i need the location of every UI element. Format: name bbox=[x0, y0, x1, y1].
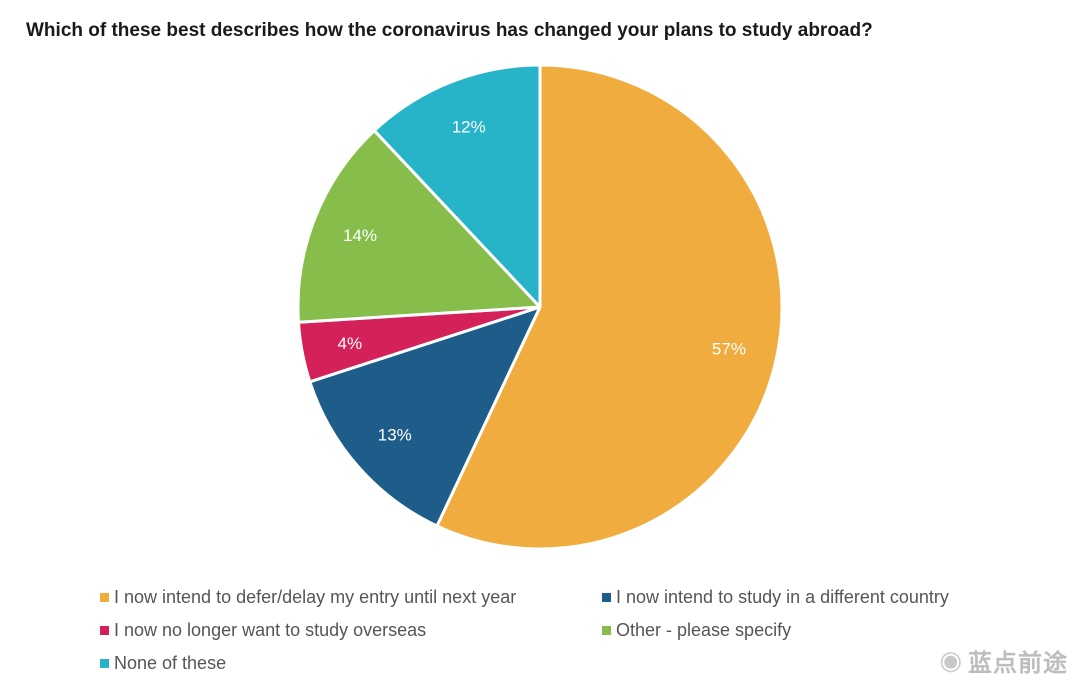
slice-none[interactable] bbox=[372, 63, 542, 309]
legend-swatch bbox=[100, 625, 109, 635]
slice-value-label: 4% bbox=[338, 334, 363, 353]
legend-item-other[interactable]: Other - please specify bbox=[602, 619, 1002, 641]
watermark-text: 蓝点前途 bbox=[968, 649, 1068, 677]
legend-label: Other - please specify bbox=[616, 619, 792, 640]
pie-labels: 57% 13% 4% 14% 12% bbox=[338, 117, 746, 444]
chart-title: Which of these best describes how the co… bbox=[26, 20, 873, 41]
slice-defer[interactable] bbox=[435, 63, 784, 551]
legend-label: I now intend to study in a different cou… bbox=[616, 586, 949, 607]
slice-value-label: 14% bbox=[343, 226, 377, 245]
legend-swatch bbox=[100, 658, 109, 668]
legend-label: I now no longer want to study overseas bbox=[114, 619, 427, 640]
legend-item-defer[interactable]: I now intend to defer/delay my entry unt… bbox=[100, 586, 602, 608]
legend-swatch bbox=[100, 592, 109, 602]
slice-value-label: 12% bbox=[452, 117, 486, 136]
legend-item-none[interactable]: None of these bbox=[100, 652, 602, 674]
weibo-icon: ◉ bbox=[939, 645, 962, 676]
chart-legend: I now intend to defer/delay my entry unt… bbox=[100, 586, 1020, 674]
pie-slices bbox=[296, 63, 784, 551]
legend-item-different-country[interactable]: I now intend to study in a different cou… bbox=[602, 586, 1002, 608]
legend-label: None of these bbox=[114, 652, 227, 673]
slice-value-label: 57% bbox=[712, 340, 746, 359]
slice-other[interactable] bbox=[296, 129, 542, 324]
legend-swatch bbox=[602, 625, 611, 635]
slice-value-label: 13% bbox=[378, 426, 412, 445]
slice-different-country[interactable] bbox=[308, 305, 542, 528]
legend-swatch bbox=[602, 592, 611, 602]
watermark: ◉ 蓝点前途 bbox=[939, 643, 1068, 678]
legend-item-no-longer[interactable]: I now no longer want to study overseas bbox=[100, 619, 602, 641]
legend-label: I now intend to defer/delay my entry unt… bbox=[114, 586, 517, 607]
